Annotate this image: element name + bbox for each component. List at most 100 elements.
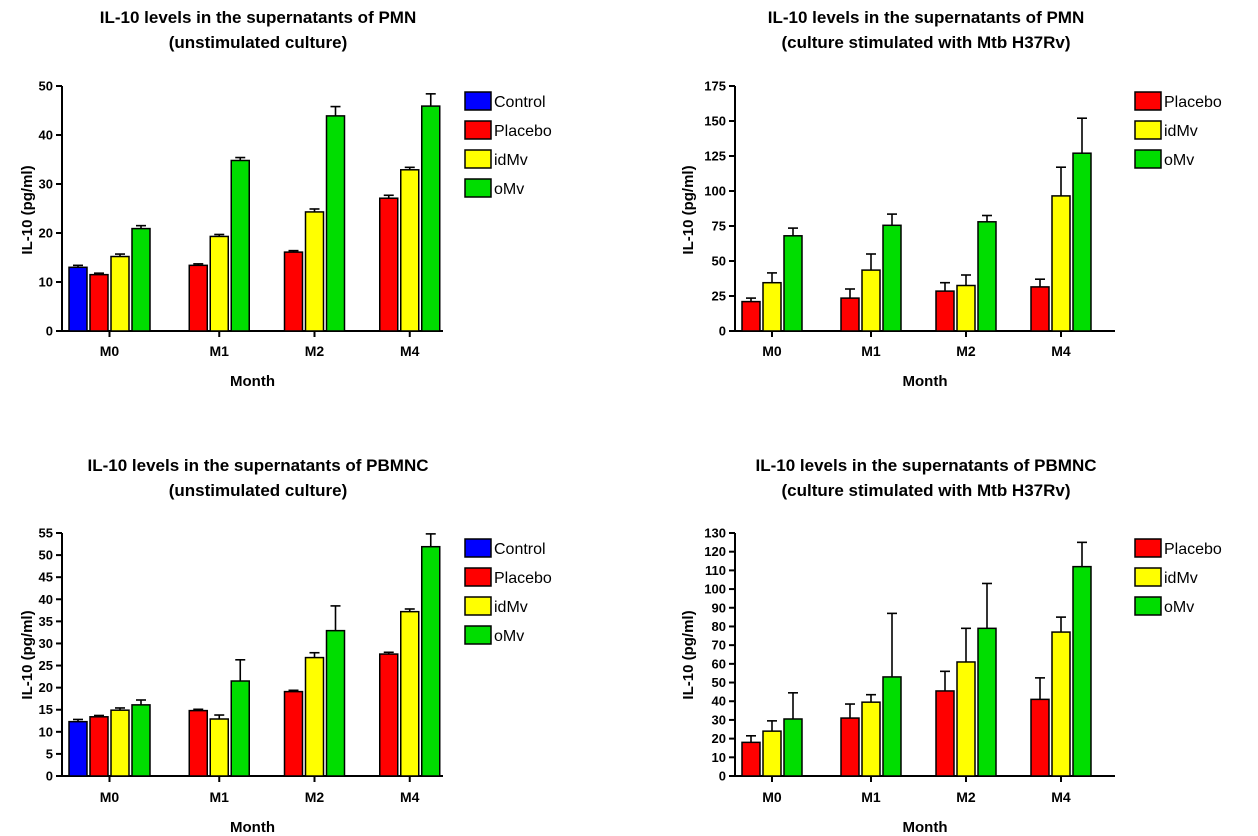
- y-tick-label: 0: [719, 324, 726, 339]
- legend-swatch-control: [464, 538, 492, 558]
- legend-swatch-omv: [1134, 149, 1162, 169]
- legend: Placebo idMv oMv: [1134, 538, 1222, 616]
- y-tick-label: 0: [719, 769, 726, 784]
- bar-omv-m2: [977, 627, 997, 777]
- bar-idmv-m1: [209, 718, 229, 777]
- legend-label: oMv: [494, 628, 524, 645]
- bar-omv-m0: [783, 235, 803, 332]
- bar-idmv-m4: [1051, 631, 1071, 777]
- bar-omv-m1: [230, 159, 250, 332]
- y-tick-label: 60: [712, 656, 726, 671]
- chart-title: IL-10 levels in the supernatants of PMN: [768, 8, 1084, 27]
- bar-omv-m0: [131, 227, 151, 332]
- y-tick-label: 50: [712, 254, 726, 269]
- chart-subtitle: (unstimulated culture): [169, 33, 348, 52]
- legend-label: idMv: [494, 152, 528, 169]
- bar-omv-m0: [131, 704, 151, 777]
- bar-idmv-m2: [956, 284, 976, 332]
- y-axis-label: IL-10 (pg/ml): [19, 610, 36, 699]
- chart-title: IL-10 levels in the supernatants of PBMN…: [87, 456, 428, 475]
- y-tick-label: 40: [712, 694, 726, 709]
- chart-panel-3: IL-10 levels in the supernatants of PBMN…: [19, 456, 552, 836]
- y-axis-label: IL-10 (pg/ml): [680, 165, 697, 254]
- y-tick-label: 175: [704, 79, 726, 94]
- bar-placebo-m4: [379, 653, 399, 777]
- y-tick-label: 100: [704, 582, 726, 597]
- x-tick-label: M4: [1051, 789, 1071, 805]
- bar-placebo-m1: [840, 717, 860, 777]
- x-axis-label: Month: [903, 819, 948, 836]
- y-tick-label: 0: [46, 769, 53, 784]
- y-tick-label: 150: [704, 114, 726, 129]
- legend-label: oMv: [1164, 599, 1194, 616]
- bar-omv-m2: [325, 629, 346, 777]
- y-tick-label: 35: [39, 614, 53, 629]
- chart-subtitle: (culture stimulated with Mtb H37Rv): [781, 481, 1070, 500]
- y-tick-label: 70: [712, 638, 726, 653]
- legend-swatch-placebo: [464, 120, 492, 140]
- bar-idmv-m4: [400, 169, 420, 332]
- y-tick-label: 50: [712, 675, 726, 690]
- legend-label: idMv: [1164, 123, 1198, 140]
- x-tick-label: M4: [1051, 343, 1071, 359]
- legend-label: Placebo: [1164, 94, 1222, 111]
- legend-swatch-idmv: [1134, 120, 1162, 140]
- bar-idmv-m0: [110, 255, 130, 332]
- legend-swatch-placebo: [1134, 538, 1162, 558]
- bar-omv-m2: [325, 115, 346, 332]
- legend-label: Placebo: [1164, 541, 1222, 558]
- y-tick-label: 10: [39, 275, 53, 290]
- x-axis-label: Month: [230, 819, 275, 836]
- bar-idmv-m1: [209, 235, 229, 332]
- x-axis-label: Month: [903, 373, 948, 390]
- legend-label: oMv: [494, 181, 524, 198]
- legend-label: oMv: [1164, 152, 1194, 169]
- legend-swatch-idmv: [464, 149, 492, 169]
- bar-omv-m1: [230, 680, 250, 777]
- chart-title: IL-10 levels in the supernatants of PMN: [100, 8, 416, 27]
- bar-idmv-m2: [304, 656, 325, 777]
- bar-idmv-m0: [762, 730, 782, 777]
- bar-omv-m4: [421, 105, 441, 332]
- y-tick-label: 30: [712, 712, 726, 727]
- x-tick-label: M0: [762, 343, 782, 359]
- bar-idmv-m0: [110, 709, 130, 777]
- bar-placebo-m1: [840, 297, 860, 332]
- x-tick-label: M1: [861, 789, 881, 805]
- legend-swatch-placebo: [1134, 91, 1162, 111]
- legend-swatch-omv: [464, 178, 492, 198]
- bar-placebo-m2: [283, 251, 304, 332]
- y-tick-label: 40: [39, 592, 53, 607]
- y-tick-label: 30: [39, 177, 53, 192]
- y-tick-label: 30: [39, 636, 53, 651]
- bar-placebo-m0: [89, 273, 109, 332]
- legend-label: Control: [494, 541, 546, 558]
- legend-label: Control: [494, 94, 546, 111]
- bar-omv-m0: [783, 718, 803, 777]
- x-axis-label: Month: [230, 373, 275, 390]
- y-tick-label: 25: [712, 289, 726, 304]
- chart-panel-4: IL-10 levels in the supernatants of PBMN…: [680, 456, 1222, 836]
- bar-placebo-m0: [741, 300, 761, 332]
- y-tick-label: 10: [39, 724, 53, 739]
- x-tick-label: M2: [956, 343, 976, 359]
- y-tick-label: 15: [39, 702, 53, 717]
- y-tick-label: 120: [704, 544, 726, 559]
- y-tick-label: 75: [712, 219, 726, 234]
- y-tick-label: 50: [39, 548, 53, 563]
- bar-control-m0: [68, 266, 88, 332]
- x-tick-label: M1: [210, 789, 230, 805]
- y-tick-label: 10: [712, 750, 726, 765]
- chart-panel-1: IL-10 levels in the supernatants of PMN (…: [19, 8, 552, 390]
- bar-idmv-m2: [956, 661, 976, 777]
- x-tick-label: M2: [305, 789, 325, 805]
- x-tick-label: M1: [210, 343, 230, 359]
- bar-idmv-m1: [861, 701, 881, 777]
- x-tick-label: M0: [100, 343, 120, 359]
- y-axis-label: IL-10 (pg/ml): [680, 610, 697, 699]
- legend: Control Placebo idMv oMv: [464, 538, 552, 645]
- chart-subtitle: (unstimulated culture): [169, 481, 348, 500]
- bar-placebo-m4: [1030, 286, 1050, 332]
- x-tick-label: M0: [762, 789, 782, 805]
